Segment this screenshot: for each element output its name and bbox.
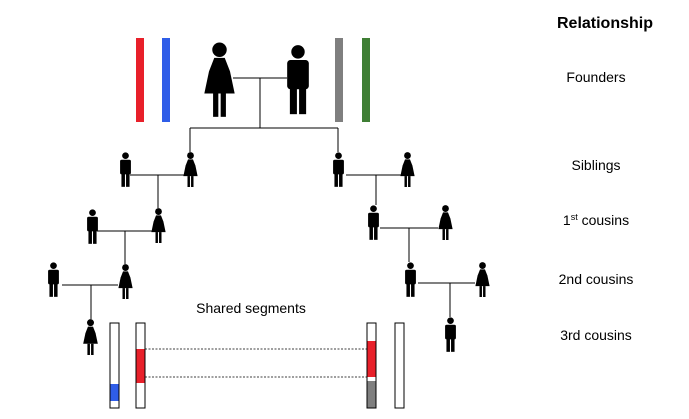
founder-chromosome-green [362,38,370,122]
third-cousin-right-chromosomes [366,322,405,409]
label-third-cousins: 3rd cousins [560,327,632,343]
second-cousin-right-male-icon [405,262,416,297]
founder-chromosome-red [136,38,144,122]
sibling-left-female-icon [183,152,198,187]
sibling-left-male-icon [120,152,131,187]
founder-female-icon [204,42,235,117]
first-cousin-left-female-icon [151,208,166,243]
third-cousin-male-icon [445,317,456,352]
founder-chromosome-blue [162,38,170,122]
label-siblings: Siblings [571,157,620,173]
first-cousin-right-male-icon [368,205,379,240]
founder-chromosome-gray [335,38,343,122]
first-cousin-right-female-icon [438,205,453,240]
relationship-header: Relationship [557,15,653,32]
third-cousin-left-chromosomes [109,322,146,409]
label-founders: Founders [566,69,625,85]
pedigree-lines [62,77,475,319]
shared-segment-connector [145,348,367,378]
second-cousin-left-female-icon [118,264,133,299]
shared-segments-label: Shared segments [196,300,306,316]
label-first-cousins: 1st cousins [563,212,629,228]
first-cousin-left-male-icon [87,209,98,244]
sibling-right-male-icon [333,152,344,187]
second-cousin-right-female-icon [475,262,490,297]
founder-male-icon [287,45,309,115]
second-cousin-left-male-icon [48,262,59,297]
third-cousin-female-icon [83,319,98,355]
label-second-cousins: 2nd cousins [559,271,634,287]
sibling-right-female-icon [400,152,415,187]
